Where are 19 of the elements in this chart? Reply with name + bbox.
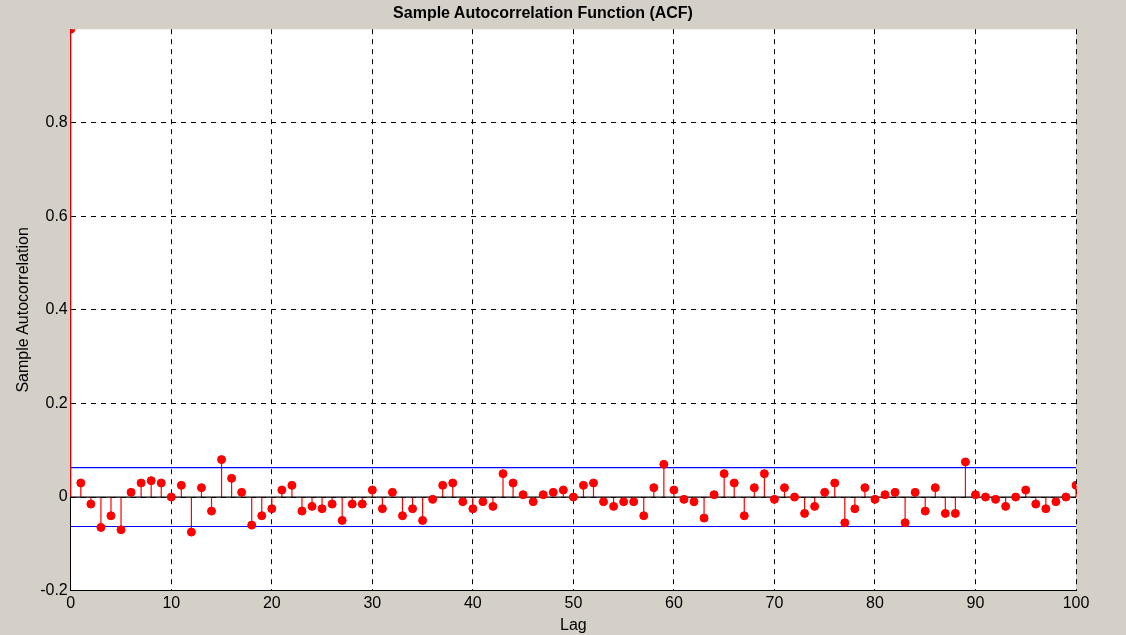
x-tick-label: 50 xyxy=(564,593,583,611)
y-tick-label: 0.2 xyxy=(45,393,68,411)
y-tick-label: 0.8 xyxy=(45,113,68,131)
y-tick-label: 0.6 xyxy=(45,206,68,224)
x-axis-title: Lag xyxy=(560,615,587,633)
x-tick-label: 80 xyxy=(866,593,884,611)
chart-title: Sample Autocorrelation Function (ACF) xyxy=(393,4,693,22)
x-tick-label: 40 xyxy=(463,593,482,611)
x-tick-label: 100 xyxy=(1062,593,1090,611)
y-tick-label: -0.2 xyxy=(40,581,68,599)
x-tick-label: 30 xyxy=(363,593,382,611)
y-axis-title: Sample Autocorrelation xyxy=(14,227,32,393)
x-tick-label: 60 xyxy=(665,593,683,611)
x-tick-label: 90 xyxy=(966,593,985,611)
x-tick-label: 20 xyxy=(262,593,281,611)
y-tick-label: 0 xyxy=(58,487,68,505)
x-tick-label: 70 xyxy=(765,593,784,611)
y-tick-label: 0.4 xyxy=(45,300,68,318)
x-tick-label: 10 xyxy=(162,593,181,611)
